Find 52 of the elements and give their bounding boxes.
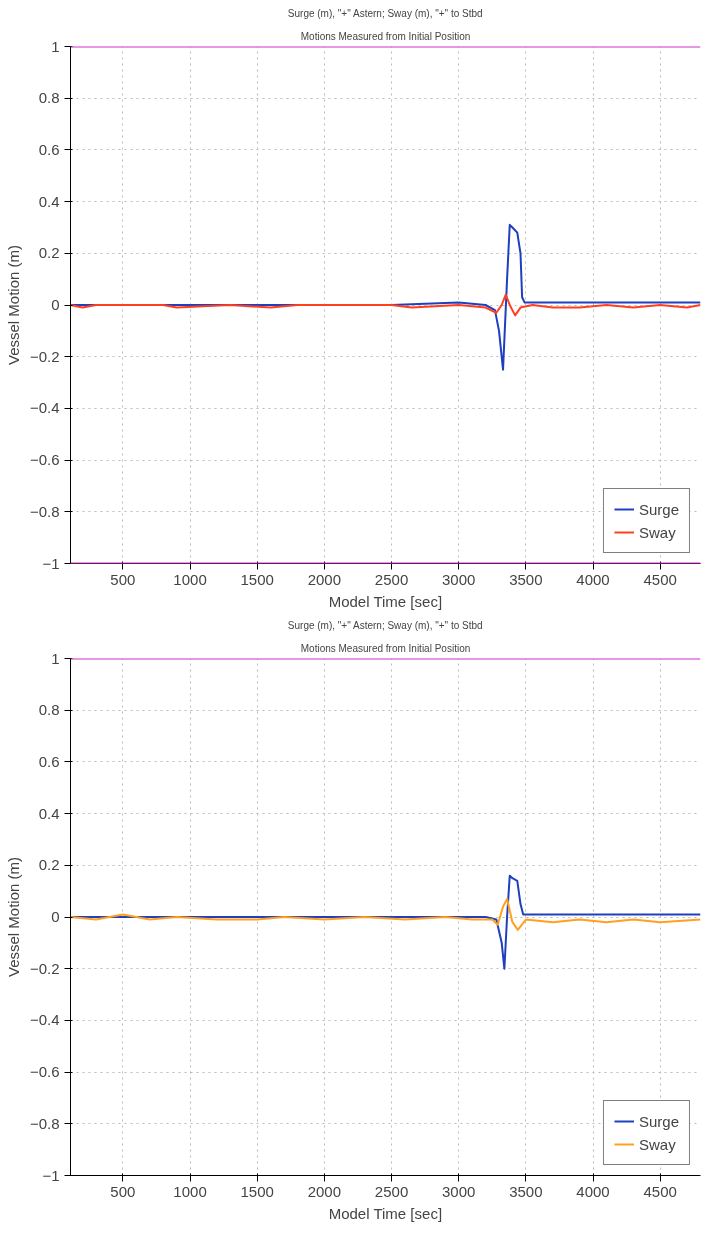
x-tick-label: 3000	[442, 1182, 476, 1200]
y-tick-label: −0.4	[29, 399, 60, 417]
y-tick-label: 0.8	[38, 89, 60, 107]
y-tick-label: −0.4	[29, 1011, 60, 1029]
x-tick-label: 4500	[643, 1182, 677, 1200]
y-tick-label: 1	[51, 37, 60, 55]
legend-label: Surge	[638, 1112, 679, 1130]
x-axis-title: Model Time [sec]	[328, 1204, 443, 1222]
y-tick-label: 0	[51, 908, 60, 925]
y-tick-label: −1	[42, 554, 60, 572]
legend-label: Sway	[638, 523, 676, 541]
x-tick-label: 3000	[442, 570, 476, 588]
y-tick-label: −0.6	[29, 1063, 60, 1081]
x-tick-label: 2500	[374, 570, 409, 588]
x-tick-label: 3500	[509, 570, 543, 588]
x-tick-label: 2000	[307, 1182, 342, 1200]
chart-subtitle: Motions Measured from Initial Position	[300, 30, 471, 42]
x-tick-label: 500	[110, 1182, 136, 1200]
legend-label: Sway	[638, 1135, 676, 1153]
x-tick-label: 4500	[643, 570, 677, 588]
y-tick-label: −0.2	[29, 347, 60, 365]
x-tick-label: 3500	[509, 1182, 543, 1200]
x-tick-label: 2000	[307, 570, 342, 588]
y-tick-label: 0	[51, 296, 60, 313]
y-tick-label: 0.2	[38, 856, 60, 874]
y-tick-label: −0.2	[29, 959, 60, 977]
y-tick-label: 1	[51, 649, 60, 667]
chart-subtitle: Motions Measured from Initial Position	[300, 642, 471, 654]
y-tick-label: −0.8	[29, 502, 60, 520]
legend-label: Surge	[638, 500, 679, 518]
x-tick-label: 4000	[576, 570, 610, 588]
x-tick-label: 500	[110, 570, 136, 588]
y-tick-label: 0.4	[38, 192, 60, 210]
x-axis-title: Model Time [sec]	[328, 592, 443, 610]
y-tick-label: −1	[42, 1166, 60, 1184]
y-tick-label: 0.8	[38, 701, 60, 719]
x-tick-label: 1500	[240, 1182, 274, 1200]
x-tick-label: 1500	[240, 570, 274, 588]
x-tick-label: 1000	[173, 570, 207, 588]
chart-title: Surge (m), "+" Astern; Sway (m), "+" to Stbd	[287, 7, 483, 19]
x-tick-label: 4000	[576, 1182, 610, 1200]
x-tick-label: 2500	[374, 1182, 409, 1200]
y-tick-label: 0.6	[38, 752, 60, 770]
y-axis-title: Vessel Motion (m)	[4, 244, 22, 366]
chart-title: Surge (m), "+" Astern; Sway (m), "+" to Stbd	[287, 619, 483, 631]
y-tick-label: 0.4	[38, 804, 60, 822]
y-tick-label: 0.2	[38, 244, 60, 262]
y-tick-label: −0.8	[29, 1114, 60, 1132]
x-tick-label: 1000	[173, 1182, 207, 1200]
y-tick-label: 0.6	[38, 140, 60, 158]
y-tick-label: −0.6	[29, 451, 60, 469]
y-axis-title: Vessel Motion (m)	[4, 856, 22, 978]
